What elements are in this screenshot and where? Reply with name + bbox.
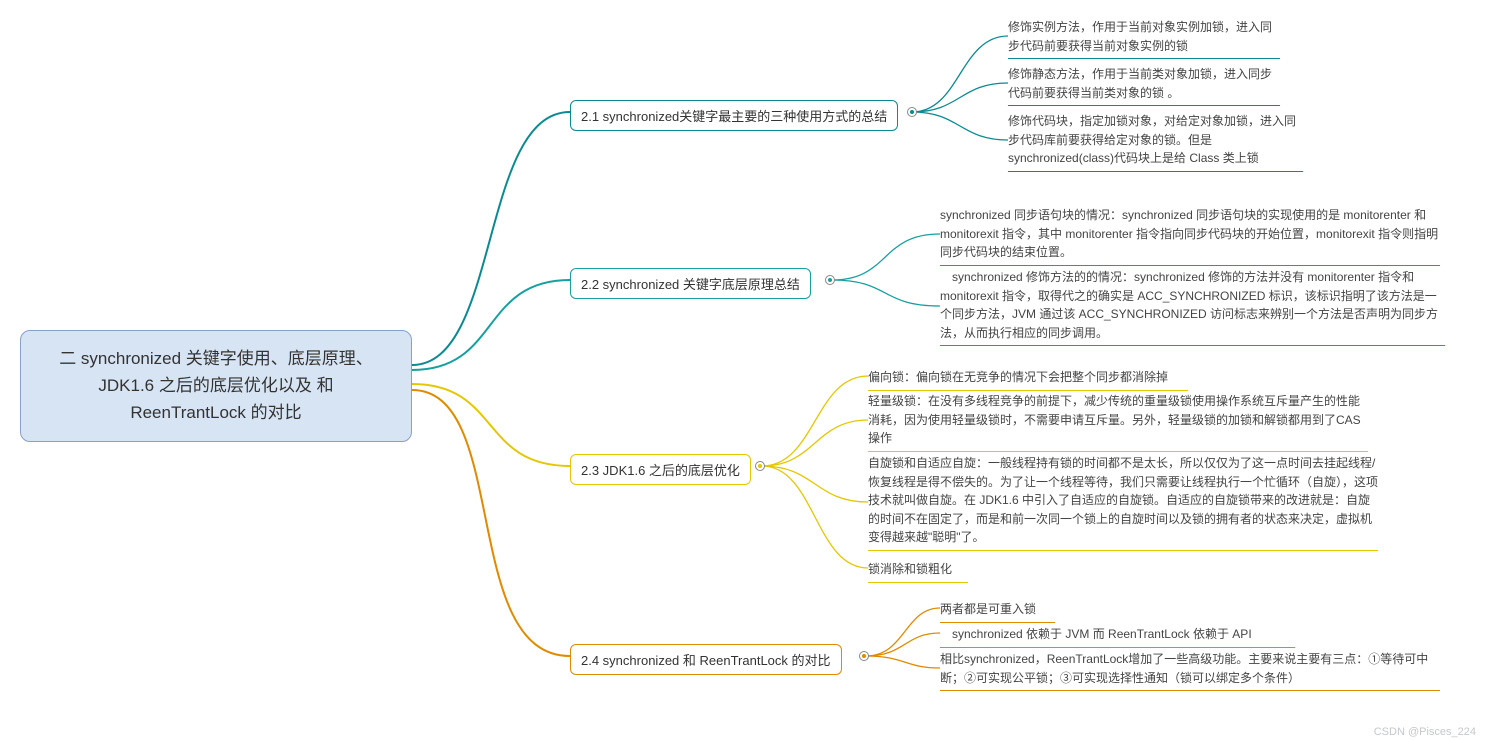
- expand-dot[interactable]: [907, 107, 917, 117]
- leaf-node[interactable]: 两者都是可重入锁: [940, 600, 1055, 623]
- root-line1: 二 synchronized 关键字使用、底层原理、: [39, 345, 393, 372]
- leaf-node[interactable]: 偏向锁：偏向锁在无竞争的情况下会把整个同步都消除掉: [868, 368, 1188, 391]
- leaf-node[interactable]: 自旋锁和自适应自旋：一般线程持有锁的时间都不是太长，所以仅仅为了这一点时间去挂起…: [868, 454, 1378, 551]
- leaf-node[interactable]: 锁消除和锁粗化: [868, 560, 968, 583]
- leaf-node[interactable]: 相比synchronized，ReenTrantLock增加了一些高级功能。主要…: [940, 650, 1440, 691]
- root-node[interactable]: 二 synchronized 关键字使用、底层原理、 JDK1.6 之后的底层优…: [20, 330, 412, 442]
- expand-dot[interactable]: [825, 275, 835, 285]
- branch-node[interactable]: 2.3 JDK1.6 之后的底层优化: [570, 454, 751, 485]
- leaf-node[interactable]: synchronized 修饰方法的的情况：synchronized 修饰的方法…: [940, 268, 1445, 346]
- leaf-node[interactable]: synchronized 同步语句块的情况：synchronized 同步语句块…: [940, 206, 1440, 266]
- leaf-node[interactable]: 修饰静态方法，作用于当前类对象加锁，进入同步代码前要获得当前类对象的锁 。: [1008, 65, 1280, 106]
- expand-dot[interactable]: [859, 651, 869, 661]
- leaf-node[interactable]: 修饰实例方法，作用于当前对象实例加锁，进入同步代码前要获得当前对象实例的锁: [1008, 18, 1280, 59]
- leaf-node[interactable]: 轻量级锁：在没有多线程竞争的前提下，减少传统的重量级锁使用操作系统互斥量产生的性…: [868, 392, 1368, 452]
- leaf-node[interactable]: 修饰代码块，指定加锁对象，对给定对象加锁，进入同步代码库前要获得给定对象的锁。但…: [1008, 112, 1303, 172]
- root-line2: JDK1.6 之后的底层优化以及 和: [39, 372, 393, 399]
- branch-node[interactable]: 2.2 synchronized 关键字底层原理总结: [570, 268, 811, 299]
- footer-watermark: CSDN @Pisces_224: [1374, 726, 1476, 738]
- root-line3: ReenTrantLock 的对比: [39, 399, 393, 426]
- expand-dot[interactable]: [755, 461, 765, 471]
- branch-node[interactable]: 2.4 synchronized 和 ReenTrantLock 的对比: [570, 644, 842, 675]
- leaf-node[interactable]: synchronized 依赖于 JVM 而 ReenTrantLock 依赖于…: [940, 625, 1295, 648]
- branch-node[interactable]: 2.1 synchronized关键字最主要的三种使用方式的总结: [570, 100, 898, 131]
